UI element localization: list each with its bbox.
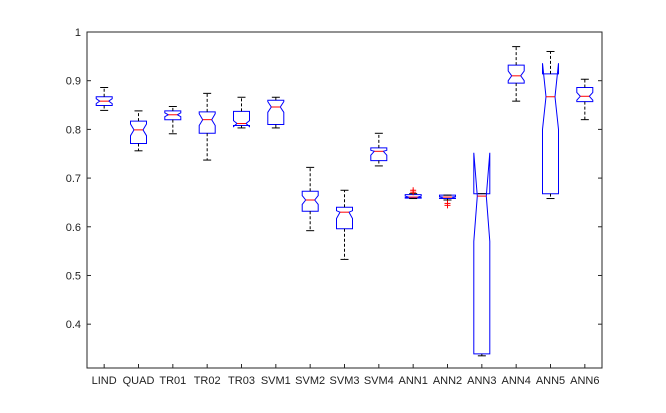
y-tick-label: 0.9: [66, 76, 81, 88]
notched-box: [233, 110, 250, 128]
y-tick-label: 0.5: [66, 270, 81, 282]
notched-box: [198, 111, 216, 134]
notched-box: [507, 64, 525, 84]
notched-box: [336, 206, 353, 230]
box-tr01: [164, 106, 182, 135]
box-svm3: [336, 189, 353, 260]
x-tick-label: ANN4: [501, 375, 530, 387]
notched-box: [370, 147, 388, 162]
box-tr03: [233, 96, 250, 129]
box-ann6: [576, 78, 594, 121]
box-lind: [95, 87, 113, 111]
box-svm2: [301, 166, 319, 232]
y-tick-label: 0.6: [66, 222, 81, 234]
box-svm4: [370, 132, 388, 167]
x-tick-label: SVM1: [261, 375, 291, 387]
x-tick-label: TR01: [159, 375, 186, 387]
x-tick-label: ANN5: [536, 375, 565, 387]
box-quad: [130, 110, 147, 152]
y-tick-label: 0.7: [66, 173, 81, 185]
box-svm1: [267, 96, 285, 129]
x-tick-label: SVM3: [330, 375, 360, 387]
x-tick-label: ANN2: [433, 375, 462, 387]
notched-box: [542, 63, 559, 195]
notched-box: [301, 190, 319, 212]
x-tick-label: SVM2: [295, 375, 325, 387]
notched-box: [576, 87, 594, 103]
notched-box: [473, 152, 491, 355]
notched-box: [267, 99, 285, 125]
y-axis: 0.4 0.5 0.6 0.7 0.8 0.9 1: [66, 27, 602, 331]
x-tick-label: ANN6: [570, 375, 599, 387]
box-tr02: [198, 92, 216, 161]
x-axis: LIND QUAD TR01 TR02 TR03 SVM1 SVM2 SVM3 SVM4 ANN1…: [92, 364, 600, 387]
x-tick-label: SVM4: [364, 375, 394, 387]
notched-box: [95, 96, 113, 106]
box-ann1: [404, 187, 422, 200]
y-tick-label: 0.8: [66, 124, 81, 136]
x-tick-label: QUAD: [123, 375, 155, 387]
notched-box: [439, 194, 456, 199]
notched-box: [164, 110, 182, 121]
x-tick-label: ANN1: [398, 375, 427, 387]
y-tick-label: 1: [75, 27, 81, 39]
box-ann5: [542, 50, 559, 200]
notched-box: [404, 194, 422, 199]
x-tick-label: TR02: [194, 375, 221, 387]
notched-box: [130, 120, 147, 144]
box-ann4: [507, 46, 525, 102]
y-tick-label: 0.4: [66, 319, 81, 331]
box-ann3: [473, 152, 491, 357]
x-tick-label: LIND: [92, 375, 117, 387]
box-ann2: [439, 194, 456, 209]
x-tick-label: TR03: [228, 375, 255, 387]
boxes-layer: [95, 46, 594, 357]
x-tick-label: ANN3: [467, 375, 496, 387]
